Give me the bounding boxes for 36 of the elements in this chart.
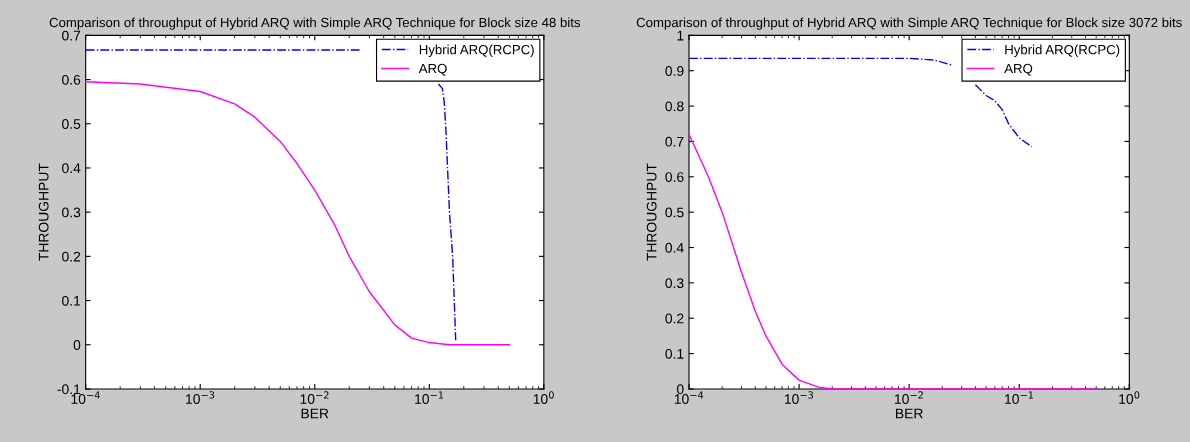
y-tick-label: 0.4	[665, 242, 684, 253]
legend-label: ARQ	[418, 63, 447, 76]
legend-label: Hybrid ARQ(RCPC)	[419, 44, 534, 57]
y-tick-label: 0.1	[665, 348, 684, 359]
y-tick-label: 0.3	[62, 207, 81, 218]
y-tick-label: 0.2	[665, 313, 684, 324]
x-tick-label: 10$^{−2}$	[895, 391, 923, 404]
y-tick-label: 0.3	[665, 278, 684, 289]
y-tick-label: 0.6	[665, 172, 684, 182]
x-axis-title: BER	[896, 408, 923, 419]
x-tick-label: 10$^{0}$	[533, 391, 554, 404]
x-tick-label: 10$^{−1}$	[415, 391, 444, 404]
y-tick-label: 0.7	[665, 136, 684, 147]
y-tick-label: 1	[677, 30, 684, 41]
y-tick-label: 0.6	[62, 74, 81, 85]
x-tick-label: 10$^{0}$	[1119, 391, 1140, 404]
y-tick-label: 0.2	[62, 251, 81, 262]
y-tick-label: 0.8	[665, 101, 684, 112]
x-axis-title: BER	[301, 408, 329, 419]
y-tick-label: 0.9	[665, 66, 684, 76]
y-tick-label: 0.5	[665, 207, 684, 218]
x-tick-label: 10$^{−1}$	[1005, 391, 1034, 404]
chart-title: Comparison of throughput of Hybrid ARQ with Simple ARQ Technique for Block size 48 bits	[49, 17, 581, 30]
legend-label: ARQ	[1004, 63, 1033, 76]
y-tick-label: 0	[73, 340, 81, 350]
x-tick-label: 10$^{−3}$	[784, 391, 814, 404]
y-tick-label: 0.7	[62, 30, 81, 41]
x-tick-label: 10$^{−2}$	[300, 391, 329, 404]
y-tick-label: 0.1	[62, 295, 81, 306]
legend-label: Hybrid ARQ(RCPC)	[1005, 44, 1120, 57]
y-axis-title: THROUGHPUT	[646, 163, 657, 261]
y-tick-label: 0.4	[62, 163, 81, 174]
y-tick-label: 0.5	[62, 119, 81, 129]
y-axis-title: THROUGHPUT	[38, 163, 49, 261]
x-tick-label: 10$^{−3}$	[186, 391, 215, 404]
chart-title: Comparison of throughput of Hybrid ARQ with Simple ARQ Technique for Block size 3072 bits	[636, 17, 1182, 30]
